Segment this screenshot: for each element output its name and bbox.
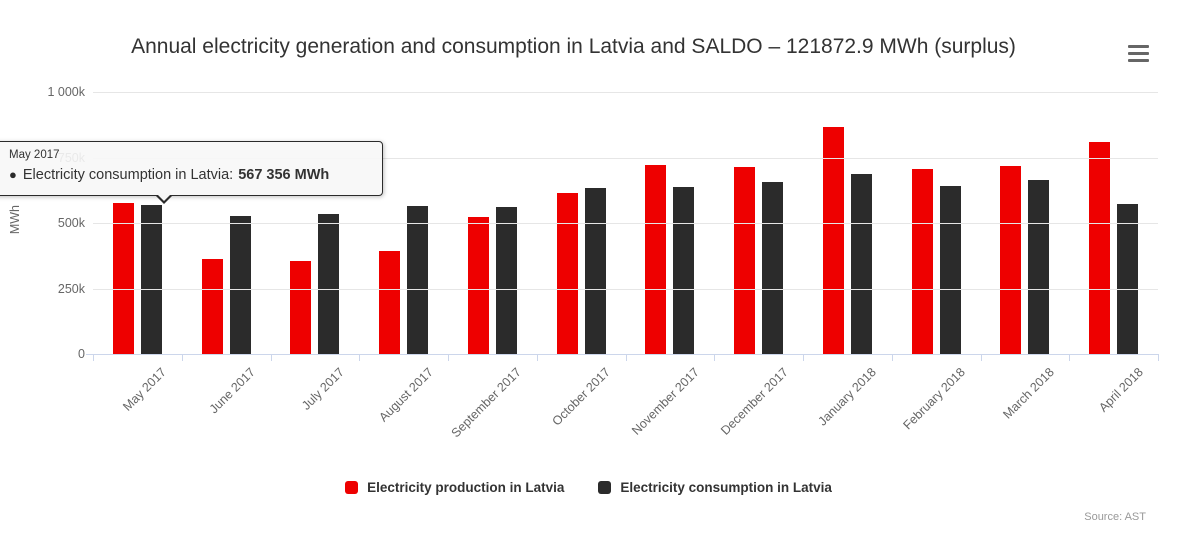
gridline [93,288,1158,290]
y-axis-label: 500k [57,216,85,230]
bar-series-2[interactable] [939,186,961,354]
bar-series-2[interactable] [407,205,429,354]
bar-series-1[interactable] [201,259,223,354]
category-group [714,92,803,354]
x-axis-label: May 2017 [120,365,170,414]
x-axis-tick [359,354,361,361]
category-group [93,92,182,354]
y-axis-label: 1 000k [47,85,85,99]
x-axis-label: February 2018 [900,365,969,433]
legend-swatch-icon [345,481,359,494]
x-axis-tick [448,354,449,361]
y-axis-label: 250k [57,281,85,296]
bar-series-2[interactable] [1028,179,1050,354]
x-axis-tick [803,354,804,361]
x-axis-label: September 2017 [449,365,525,441]
gridline [93,223,1158,224]
bars [93,92,1158,354]
x-axis-label: June 2017 [206,365,259,417]
bar-series-1[interactable] [379,251,401,354]
context-menu-button[interactable] [1128,45,1149,62]
x-axis-label: October 2017 [549,365,614,429]
bar-series-2[interactable] [762,182,784,354]
bar-series-1[interactable] [467,216,489,354]
bar-series-1[interactable] [734,167,756,354]
bar-series-2[interactable] [318,213,340,354]
hamburger-icon [1128,59,1149,62]
x-axis-label: July 2017 [299,365,347,413]
gridline [93,157,1158,159]
bar-series-1[interactable] [911,169,933,354]
legend-item[interactable]: Electricity consumption in Latvia [598,480,832,495]
bar-series-2[interactable] [1117,203,1139,354]
x-axis-tick [1069,354,1071,361]
tooltip: May 2017 ● Electricity consumption in Lat… [0,141,383,204]
x-axis-tick [891,354,893,361]
tooltip-series-marker-icon: ● [9,167,17,182]
x-axis-tick [625,354,627,361]
chart-title: Annual electricity generation and consum… [131,35,1016,58]
category-group [626,92,715,354]
x-axis-label: April 2018 [1095,365,1146,415]
bar-series-1[interactable] [822,126,844,354]
bar-series-2[interactable] [140,205,162,354]
hamburger-icon [1128,52,1149,55]
x-axis-tick [270,354,272,361]
x-axis-tick [1158,354,1159,361]
category-group [892,92,981,354]
x-axis-tick [181,354,183,361]
legend-item[interactable]: Electricity production in Latvia [345,480,564,495]
category-group [448,92,537,354]
source-credit: Source: AST [1084,511,1146,523]
x-axis-line [86,354,1158,355]
category-group [537,92,626,354]
gridline [93,92,1158,93]
tooltip-series-line: ● Electricity consumption in Latvia: 567 3… [9,166,370,184]
bar-series-1[interactable] [290,260,312,354]
category-group [182,92,271,354]
legend-swatch-icon [598,481,612,494]
bar-series-2[interactable] [495,206,517,354]
bar-series-2[interactable] [584,188,606,354]
category-group [271,92,360,354]
x-axis-tick [980,354,982,361]
bar-series-1[interactable] [1089,141,1111,354]
tooltip-series-label: Electricity consumption in Latvia: [22,167,234,183]
x-axis-label: November 2017 [628,365,702,438]
x-axis-label: March 2018 [1000,365,1057,422]
bar-series-2[interactable] [229,215,251,354]
hamburger-icon [1128,45,1149,48]
category-group [1069,92,1158,354]
y-axis-label: 0 [78,347,85,361]
category-group [359,92,448,354]
x-axis-label: December 2017 [717,365,791,438]
legend: Electricity production in Latvia Electric… [0,480,1177,495]
bar-series-1[interactable] [645,164,667,354]
bar-series-2[interactable] [850,173,872,354]
bar-series-1[interactable] [556,192,578,354]
x-axis-tick [536,354,538,361]
y-axis-title: MWh [8,205,22,235]
legend-label: Electricity consumption in Latvia [620,480,832,495]
category-group [803,92,892,354]
tooltip-value: 567 356 MWh [238,167,330,183]
x-axis-label: January 2018 [815,365,880,429]
bar-series-2[interactable] [673,187,695,354]
tooltip-arrow [156,193,172,201]
x-axis-label: August 2017 [375,365,436,425]
x-axis-tick [93,354,94,361]
tooltip-header: May 2017 [9,149,60,161]
bar-series-1[interactable] [1000,166,1022,354]
bar-series-1[interactable] [112,203,134,354]
legend-label: Electricity production in Latvia [367,480,565,495]
x-axis-tick [714,354,716,361]
